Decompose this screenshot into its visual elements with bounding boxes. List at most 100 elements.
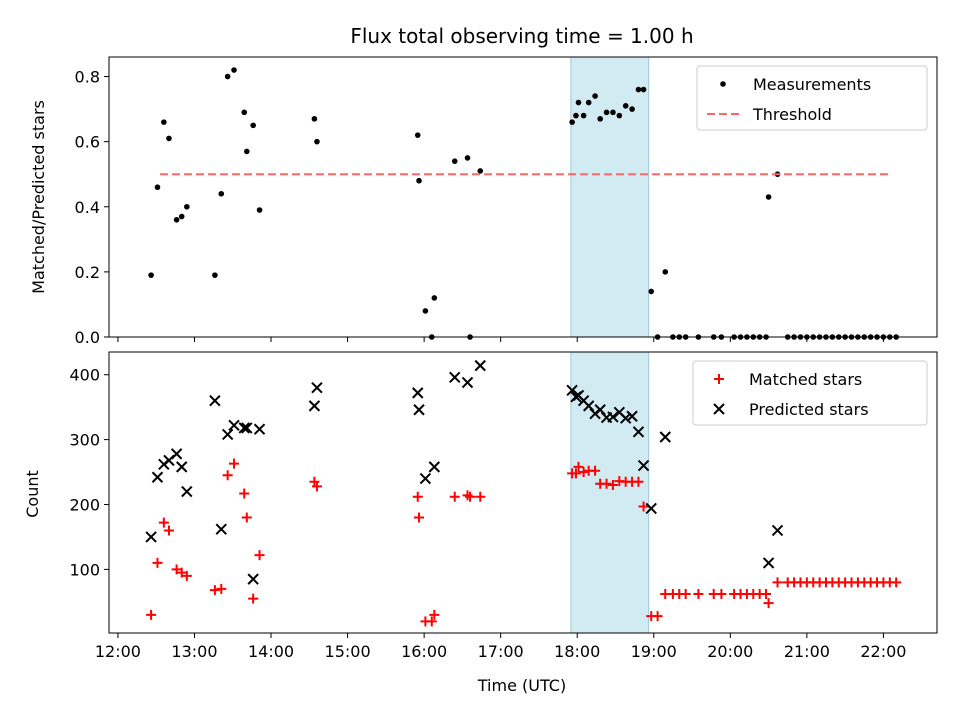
data-point [161,119,167,125]
data-point [170,448,183,460]
data-point [145,531,157,543]
data-point [229,458,240,469]
data-point [154,184,161,191]
data-point [253,423,266,435]
data-point [603,109,610,116]
data-point [638,501,649,512]
data-point [419,472,432,485]
data-point [311,116,318,122]
data-point [633,476,644,487]
x-tick-label: 12:00 [95,642,141,661]
legend-label: Matched stars [749,370,862,389]
data-point [412,491,423,502]
data-point [477,168,484,174]
data-point [680,589,691,600]
y-tick-label: 0.4 [75,198,100,217]
data-point [616,112,623,119]
data-point [241,512,252,523]
data-point [222,470,233,481]
data-point [224,73,231,80]
legend-marker [713,403,725,415]
data-point [693,589,704,600]
data-point [626,410,638,422]
data-point [181,485,193,498]
data-point [429,609,440,620]
data-point [474,359,486,372]
data-point [659,431,671,443]
x-tick-label: 13:00 [171,642,217,661]
data-point [662,269,669,275]
x-axis-label: Time (UTC) [477,676,566,695]
data-point [243,148,250,155]
data-point [891,577,902,588]
axes-frame [108,351,938,634]
data-point [763,598,774,609]
data-point [416,177,422,184]
top-panel: 0.0 0.2 0.4 0.6 0.8 Measurements Threshold [75,56,938,347]
highlight-span [570,56,650,338]
data-point [152,557,163,568]
chart-title: Flux total observing time = 1.00 h [350,24,693,48]
data-point [607,480,618,491]
data-point [464,155,471,161]
data-point [248,593,259,604]
x-tick-label: 21:00 [784,642,830,661]
y-tick-label: 400 [69,366,100,385]
data-point [431,295,438,301]
series-predicted-stars [145,359,784,585]
data-point [451,158,458,164]
data-point [570,468,581,479]
data-point [590,465,601,476]
x-tick-label: 14:00 [248,642,294,661]
y-tick-label: 100 [69,560,100,579]
x-tick-label: 19:00 [631,642,677,661]
data-point [449,371,461,384]
data-point [209,585,220,596]
data-point [761,589,772,600]
data-point [414,512,425,523]
data-point [475,491,486,502]
data-point [573,461,584,472]
data-point [629,106,635,112]
data-point [592,93,598,99]
x-tick-label: 15:00 [325,642,371,661]
axes-frame [108,56,938,338]
data-point [171,564,182,575]
y-tick-label: 200 [69,496,100,515]
legend-label: Predicted stars [749,400,869,419]
data-point [241,422,253,434]
data-point [635,86,642,93]
y-tick-label: 0.0 [75,328,100,347]
data-point [637,459,650,472]
x-tick-label: 16:00 [401,642,447,661]
data-point [645,502,657,515]
data-point [428,461,441,473]
legend: Measurements Threshold [696,65,928,131]
highlight-span [570,351,650,634]
data-point [640,86,647,93]
data-point [578,467,589,478]
data-point [607,411,619,423]
data-point [771,524,784,537]
data-point [239,488,250,499]
data-point [648,288,655,295]
data-point [772,577,783,588]
top-y-axis-label: Matched/Predicted stars [29,100,48,294]
legend: Matched stars Predicted stars [692,360,928,426]
data-point [163,525,174,536]
data-point [212,272,218,278]
data-point [221,428,234,441]
data-point [250,122,256,129]
data-point [585,99,592,106]
data-point [414,132,421,138]
data-point [241,109,248,116]
series-matched-stars [146,458,902,627]
legend-label: Threshold [752,105,832,124]
legend-box [696,65,928,131]
x-tick-label: 18:00 [554,642,600,661]
data-point [209,394,221,407]
data-point [619,412,632,424]
data-point [231,67,237,73]
x-tick-label: 22:00 [860,642,906,661]
